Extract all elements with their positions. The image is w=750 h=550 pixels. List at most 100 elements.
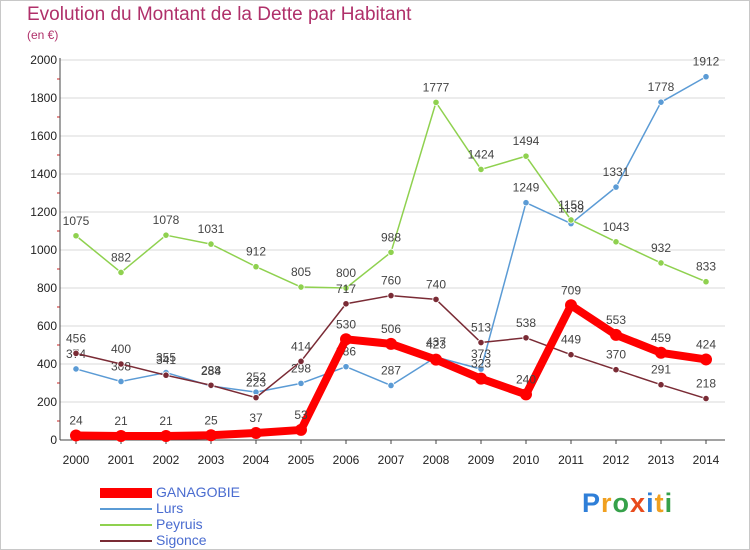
data-point-sigonce — [252, 394, 260, 402]
legend-label: Lurs — [156, 500, 184, 516]
data-label-lurs: 373 — [471, 347, 491, 361]
x-tick-label: 2011 — [558, 453, 584, 467]
y-tick-label: 1200 — [30, 205, 57, 219]
legend-swatch — [100, 508, 152, 510]
x-tick-label: 2001 — [108, 453, 135, 467]
data-point-sigonce — [612, 366, 620, 374]
data-point-lurs — [72, 365, 80, 373]
data-point-ganagobie — [70, 429, 82, 442]
data-point-peyruis — [342, 284, 350, 292]
data-point-ganagobie — [295, 423, 307, 436]
data-label-peyruis: 1075 — [63, 214, 90, 228]
chart-subtitle: (en €) — [27, 28, 59, 42]
data-label-peyruis: 1043 — [603, 220, 630, 234]
data-label-lurs: 287 — [381, 363, 401, 377]
data-label-ganagobie: 506 — [381, 322, 401, 336]
x-tick-label: 2000 — [63, 453, 90, 467]
y-tick-label: 800 — [37, 281, 57, 295]
legend-label: GANAGOBIE — [156, 484, 241, 500]
legend-swatch — [100, 524, 152, 526]
data-point-lurs — [657, 98, 665, 106]
y-tick-label: 200 — [37, 395, 57, 409]
data-label-sigonce: 341 — [156, 353, 176, 367]
logo-letter: r — [601, 488, 613, 518]
data-point-sigonce — [432, 295, 440, 303]
data-label-peyruis: 932 — [651, 241, 671, 255]
data-label-sigonce: 449 — [561, 333, 581, 347]
data-label-ganagobie: 423 — [426, 338, 446, 352]
x-tick-label: 2006 — [333, 453, 360, 467]
data-point-peyruis — [702, 278, 710, 286]
x-tick-label: 2002 — [153, 453, 180, 467]
data-point-ganagobie — [565, 299, 577, 312]
data-label-peyruis: 912 — [246, 245, 266, 259]
data-point-ganagobie — [385, 337, 397, 350]
y-tick-label: 0 — [50, 433, 57, 447]
y-tick-label: 1600 — [30, 129, 57, 143]
y-tick-label: 2000 — [30, 53, 57, 67]
data-label-ganagobie: 37 — [249, 411, 263, 425]
data-point-sigonce — [522, 334, 530, 342]
data-label-sigonce: 218 — [696, 377, 716, 391]
data-label-sigonce: 414 — [291, 339, 311, 353]
data-point-lurs — [297, 379, 305, 387]
x-tick-label: 2004 — [243, 453, 270, 467]
data-label-lurs: 1249 — [513, 181, 540, 195]
data-point-peyruis — [207, 240, 215, 248]
data-label-peyruis: 805 — [291, 265, 311, 279]
data-point-ganagobie — [475, 372, 487, 385]
y-tick-label: 1000 — [30, 243, 57, 257]
legend-swatch — [100, 488, 152, 498]
data-label-peyruis: 1078 — [153, 213, 180, 227]
logo-letter: P — [582, 488, 602, 518]
logo-letter: o — [612, 488, 631, 518]
data-label-sigonce: 740 — [426, 277, 446, 291]
proxiti-logo: Proxiti — [582, 488, 673, 519]
data-point-sigonce — [702, 394, 710, 403]
data-label-ganagobie: 553 — [606, 313, 626, 327]
data-label-ganagobie: 25 — [204, 413, 218, 427]
x-tick-label: 2014 — [693, 453, 720, 467]
y-tick-label: 400 — [37, 357, 57, 371]
data-label-lurs: 1912 — [693, 55, 720, 69]
data-point-peyruis — [477, 165, 485, 174]
data-point-lurs — [477, 365, 485, 373]
data-label-lurs: 1778 — [648, 80, 675, 94]
legend-swatch — [100, 540, 152, 542]
data-point-lurs — [387, 381, 395, 390]
data-point-sigonce — [387, 291, 395, 300]
data-point-ganagobie — [430, 353, 442, 366]
data-label-sigonce: 223 — [246, 376, 266, 390]
data-point-sigonce — [657, 381, 665, 389]
data-point-peyruis — [567, 216, 575, 224]
data-point-lurs — [702, 73, 710, 81]
data-label-peyruis: 988 — [381, 230, 401, 244]
data-point-peyruis — [252, 263, 260, 271]
chart-title: Evolution du Montant de la Dette par Hab… — [27, 4, 412, 25]
data-point-ganagobie — [340, 333, 352, 346]
y-tick-label: 600 — [37, 319, 57, 333]
data-label-peyruis: 1424 — [468, 147, 495, 161]
data-label-ganagobie: 21 — [114, 414, 128, 428]
data-label-ganagobie: 24 — [69, 413, 83, 427]
data-point-lurs — [342, 363, 350, 371]
data-label-lurs: 437 — [426, 335, 446, 349]
data-label-ganagobie: 709 — [561, 283, 581, 297]
x-tick-label: 2003 — [198, 453, 225, 467]
data-label-sigonce: 288 — [201, 363, 221, 377]
logo-letter: x — [630, 488, 647, 518]
data-label-sigonce: 513 — [471, 321, 491, 335]
data-point-lurs — [522, 199, 530, 207]
logo-letter: i — [646, 488, 655, 518]
data-point-ganagobie — [610, 328, 622, 341]
data-label-lurs: 252 — [246, 370, 266, 384]
legend-label: Sigonce — [156, 532, 207, 548]
data-label-sigonce: 538 — [516, 316, 536, 330]
data-label-lurs: 1331 — [603, 165, 630, 179]
data-label-ganagobie: 323 — [471, 357, 491, 371]
data-label-sigonce: 291 — [651, 363, 671, 377]
data-label-peyruis: 1158 — [558, 198, 584, 212]
x-tick-label: 2007 — [378, 453, 405, 467]
